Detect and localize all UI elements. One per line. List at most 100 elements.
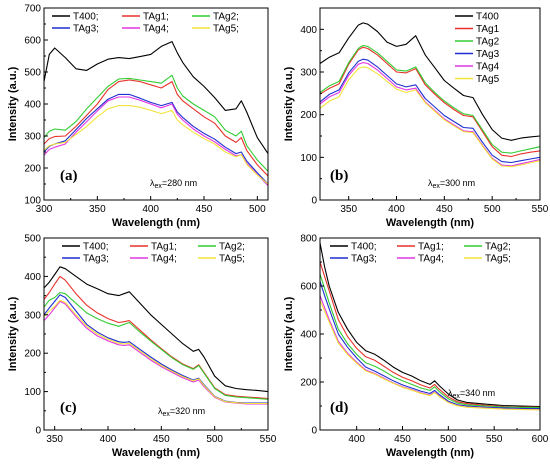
x-tick-label: 500 <box>249 204 266 215</box>
x-tick-label: 300 <box>36 204 53 215</box>
x-tick-label: 550 <box>486 434 503 445</box>
legend-label-tag4: TAg4; <box>143 24 169 35</box>
y-tick-label: 500 <box>24 68 41 79</box>
series-line-tag2 <box>319 273 541 409</box>
x-axis-label: Wavelength (nm) <box>112 447 201 459</box>
x-tick-label: 450 <box>153 434 170 445</box>
y-tick-label: 700 <box>24 4 41 15</box>
legend-label-tag4: TAg4; <box>418 254 444 265</box>
series-line-tag4 <box>43 96 269 186</box>
legend-label-tag4: TAg4; <box>151 254 177 265</box>
legend-label-t400: T400 <box>476 12 499 23</box>
excitation-annotation: λex=300 nm <box>428 178 475 190</box>
series-line-tag2 <box>43 291 269 400</box>
y-tick-label: 100 <box>300 153 317 164</box>
plot-frame <box>319 237 541 431</box>
x-tick-label: 350 <box>340 204 357 215</box>
x-tick-label: 500 <box>440 434 457 445</box>
legend-label-t400: T400; <box>73 12 99 23</box>
y-tick-label: 100 <box>24 196 41 207</box>
panel-label: (b) <box>330 168 348 184</box>
y-tick-label: 300 <box>24 132 41 143</box>
x-tick-label: 600 <box>532 434 549 445</box>
series-line-t400 <box>43 41 269 154</box>
x-tick-label: 550 <box>532 204 549 215</box>
series-line-tag5 <box>43 105 269 185</box>
legend-label-tag1: TAg1; <box>143 12 169 23</box>
legend-label-tag1: TAg1; <box>418 242 444 253</box>
x-tick-label: 350 <box>89 204 106 215</box>
y-tick-label: 200 <box>24 164 41 175</box>
x-tick-label: 550 <box>260 434 277 445</box>
y-tick-label: 0 <box>311 426 317 437</box>
legend-label-tag2: TAg2; <box>213 12 239 23</box>
series-line-tag2 <box>43 74 269 172</box>
series-line-tag1 <box>319 46 541 158</box>
legend-label-tag2: TAg2; <box>219 242 245 253</box>
legend-label-tag5: TAg5; <box>219 254 245 265</box>
series-line-tag3 <box>43 294 268 404</box>
y-tick-label: 300 <box>300 68 317 79</box>
series-line-t400 <box>43 266 269 393</box>
y-tick-label: 100 <box>24 387 41 398</box>
y-tick-label: 400 <box>24 272 41 283</box>
chart-panel-1: 300 350 400 450 500 100 200 300 400 500 600 700 Wave… <box>7 4 269 229</box>
legend-label-tag3: TAg3; <box>73 24 99 35</box>
x-axis-label: Wavelength (nm) <box>386 447 475 459</box>
series-line-tag1 <box>43 275 269 400</box>
excitation-annotation: λex=280 nm <box>150 178 197 190</box>
legend: T400; TAg1; TAg2; TAg3; TAg4; TAg5; <box>62 242 245 265</box>
series-line-t400 <box>319 22 541 141</box>
legend: T400; TAg1; TAg2; TAg3; TAg4; TAg5; <box>330 242 511 265</box>
x-tick-label: 450 <box>394 434 411 445</box>
series-line-tag1 <box>43 79 269 177</box>
series-line-tag5 <box>319 66 541 168</box>
legend-label-tag2: TAg2 <box>476 37 500 48</box>
x-tick-label: 350 <box>46 434 63 445</box>
legend-label-tag3: TAg3 <box>476 49 500 60</box>
y-tick-label: 0 <box>311 196 317 207</box>
y-tick-label: 400 <box>300 25 317 36</box>
x-axis-label: Wavelength (nm) <box>386 217 475 229</box>
series-line-tag3 <box>319 58 541 164</box>
legend-label-tag5: TAg5; <box>485 254 511 265</box>
x-tick-label: 400 <box>100 434 117 445</box>
panel-label: (c) <box>60 400 77 416</box>
legend-label-tag5: TAg5 <box>476 74 500 85</box>
chart-panel-2: 350 400 450 500 550 0 100 200 300 400 Wavelength (… <box>283 7 549 229</box>
chart-panel-3: 350 400 450 500 550 0 100 200 300 400 500 Wavelengt… <box>7 234 277 460</box>
excitation-annotation: λex=340 nm <box>448 388 495 400</box>
legend: T400; TAg1; TAg2; TAg3; TAg4; TAg5; <box>52 12 239 35</box>
legend-label-t400: T400; <box>83 242 109 253</box>
chart-panel-4: 400 450 500 550 600 0 200 400 600 800 Wavelength (… <box>283 234 549 460</box>
x-tick-label: 450 <box>196 204 213 215</box>
series-line-tag5 <box>319 300 541 411</box>
y-axis-label: Intensity (a.u.) <box>7 66 19 141</box>
series-line-tag4 <box>319 295 541 411</box>
plot-frame <box>43 237 269 431</box>
legend-label-t400: T400; <box>351 242 377 253</box>
y-axis-label: Intensity (a.u.) <box>283 296 295 371</box>
y-tick-label: 400 <box>300 330 317 341</box>
x-tick-label: 500 <box>206 434 223 445</box>
series-line-tag3 <box>319 281 541 410</box>
plot-frame <box>319 7 541 201</box>
panel-label: (d) <box>330 400 348 416</box>
y-tick-label: 200 <box>24 349 41 360</box>
legend-label-tag1: TAg1; <box>151 242 177 253</box>
y-tick-label: 600 <box>24 36 41 47</box>
panel-label: (a) <box>60 168 78 184</box>
legend-label-tag1: TAg1 <box>476 24 500 35</box>
x-tick-label: 500 <box>484 204 501 215</box>
x-tick-label: 400 <box>388 204 405 215</box>
series-line-tag2 <box>319 44 541 154</box>
y-tick-label: 300 <box>24 310 41 321</box>
y-tick-label: 400 <box>24 100 41 111</box>
series-line-tag5 <box>43 299 268 405</box>
y-tick-label: 200 <box>300 110 317 121</box>
legend-label-tag3: TAg3; <box>351 254 377 265</box>
series-line-t400 <box>319 242 541 408</box>
y-tick-label: 600 <box>300 282 317 293</box>
